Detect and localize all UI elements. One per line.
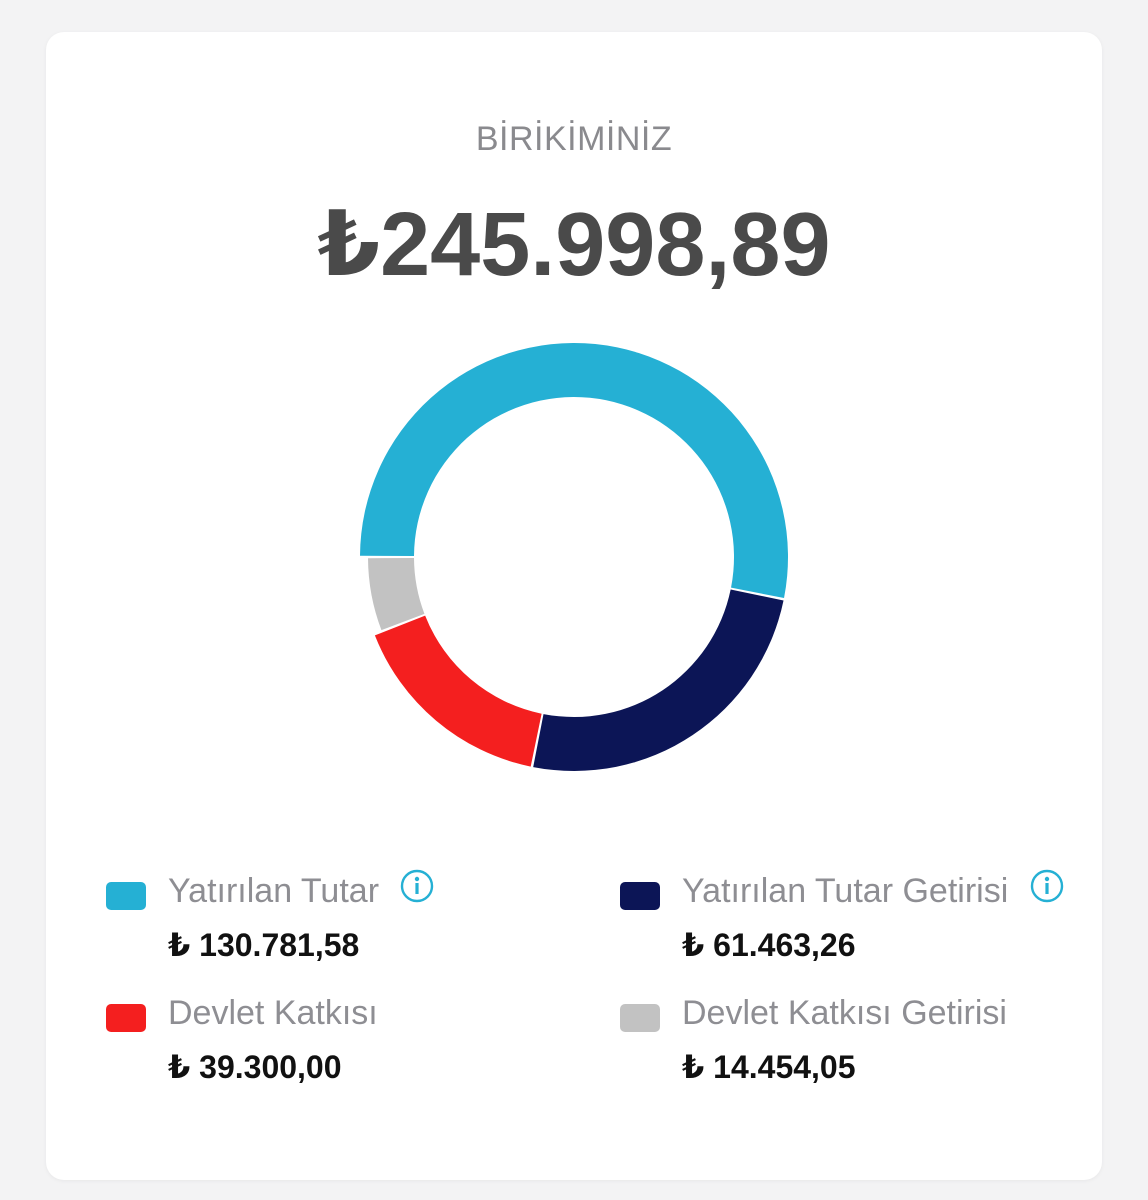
legend-swatch [620, 1004, 660, 1032]
legend-swatch [106, 1004, 146, 1032]
legend-item-yatirilan-tutar: Yatırılan Tutar ₺ 130.781,58 [106, 869, 566, 970]
info-icon[interactable] [1030, 869, 1064, 912]
legend-swatch [106, 882, 146, 910]
savings-donut-chart [360, 342, 788, 771]
legend-value: ₺ 61.463,26 [682, 927, 856, 963]
donut-segment-devlet-katkisi-getirisi [368, 557, 425, 631]
info-icon[interactable] [400, 869, 434, 912]
page-title: BİRİKİMİNİZ [475, 120, 673, 158]
legend-label: Devlet Katkısı Getirisi [682, 994, 1007, 1032]
legend-label: Devlet Katkısı [168, 994, 378, 1032]
legend-item-devlet-katkisi: Devlet Katkısı ₺ 39.300,00 [106, 992, 566, 1092]
legend-value: ₺ 14.454,05 [682, 1049, 856, 1085]
legend-item-yatirilan-tutar-getirisi: Yatırılan Tutar Getirisi ₺ 61.463,26 [620, 869, 1080, 970]
legend-label: Yatırılan Tutar Getirisi [682, 872, 1009, 910]
legend-swatch [620, 882, 660, 910]
donut-segment-yatirilan-tutar-getirisi [533, 589, 784, 771]
donut-segment-yatirilan-tutar [360, 342, 788, 598]
legend-value: ₺ 130.781,58 [168, 927, 360, 963]
donut-segment-devlet-katkisi [374, 615, 542, 767]
legend-item-devlet-katkisi-getirisi: Devlet Katkısı Getirisi ₺ 14.454,05 [620, 992, 1080, 1092]
legend-label: Yatırılan Tutar [168, 872, 380, 910]
legend-value: ₺ 39.300,00 [168, 1049, 342, 1085]
total-savings-amount: ₺245.998,89 [317, 195, 831, 295]
savings-card: BİRİKİMİNİZ ₺245.998,89 Yatırılan Tutar … [46, 32, 1102, 1180]
